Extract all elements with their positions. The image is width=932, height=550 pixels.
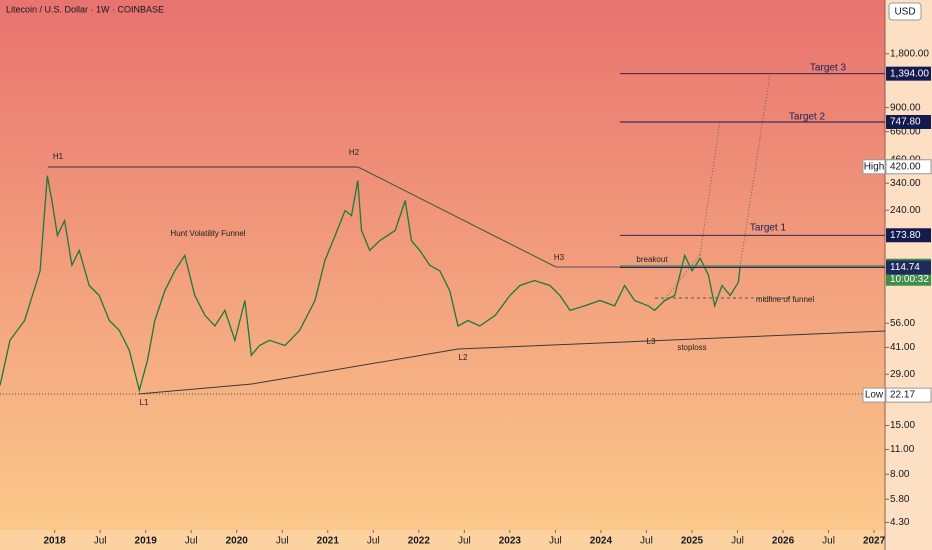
x-tick-label: Jul xyxy=(367,536,380,547)
annotation: H3 xyxy=(554,253,565,262)
trendline xyxy=(137,383,253,395)
y-tick-label: 56.00 xyxy=(890,318,915,329)
price-label: 22.17 xyxy=(890,390,915,401)
annotation: Target 1 xyxy=(750,223,787,234)
annotation: Hunt Volatility Funnel xyxy=(170,229,245,238)
y-tick-label: 900.00 xyxy=(890,102,921,113)
annotation: L3 xyxy=(647,337,656,346)
price-label-box xyxy=(886,66,931,81)
annotation: breakout xyxy=(636,255,668,264)
x-tick-label: Jul xyxy=(276,536,289,547)
price-label-box xyxy=(886,260,931,275)
annotation: H1 xyxy=(53,152,64,161)
y-tick-label: 4.30 xyxy=(890,517,910,528)
x-tick-label: 2018 xyxy=(44,536,67,547)
plot-background xyxy=(0,0,885,530)
y-tick-label: 8.00 xyxy=(890,469,910,480)
x-tick-label: Jul xyxy=(822,536,835,547)
y-tick-label: 340.00 xyxy=(890,178,921,189)
x-tick-label: Jul xyxy=(94,536,107,547)
annotation: midline of funnel xyxy=(756,295,814,304)
x-tick-label: Jul xyxy=(731,536,744,547)
x-tick-label: 2027 xyxy=(863,536,886,547)
price-label: 420.00 xyxy=(890,161,921,172)
time-axis xyxy=(0,530,885,550)
price-label-box xyxy=(886,228,931,243)
y-tick-label: 29.00 xyxy=(890,369,915,380)
x-tick-label: 2024 xyxy=(590,536,613,547)
price-label: 1,394.00 xyxy=(890,68,929,79)
side-label-box xyxy=(862,387,886,403)
y-tick-label: 15.00 xyxy=(890,420,915,431)
trendline xyxy=(739,73,771,268)
x-tick-label: 2023 xyxy=(499,536,522,547)
y-tick-label: 5.80 xyxy=(890,494,910,505)
countdown-box xyxy=(886,272,931,286)
annotation: L1 xyxy=(140,398,149,407)
trendline xyxy=(457,330,886,350)
annotation: L2 xyxy=(459,353,468,362)
x-tick-label: 2026 xyxy=(772,536,795,547)
trendline xyxy=(251,348,459,385)
x-tick-label: 2022 xyxy=(408,536,431,547)
x-tick-label: 2019 xyxy=(135,536,158,547)
price-label-box xyxy=(885,387,932,403)
x-tick-label: Jul xyxy=(640,536,653,547)
y-tick-label: 11.00 xyxy=(890,444,915,455)
price-label-box xyxy=(885,159,932,175)
x-tick-label: 2025 xyxy=(681,536,704,547)
x-tick-label: Jul xyxy=(549,536,562,547)
side-label: High xyxy=(864,161,885,172)
x-tick-label: 2021 xyxy=(317,536,340,547)
price-label: 114.74 xyxy=(890,262,920,273)
price-label-box xyxy=(886,114,931,129)
side-label-box xyxy=(862,159,886,175)
x-tick-label: Jul xyxy=(185,536,198,547)
annotation: Target 2 xyxy=(789,112,826,123)
y-tick-label: 240.00 xyxy=(890,205,921,216)
side-label: Low xyxy=(865,390,884,401)
y-tick-label: 1,800.00 xyxy=(890,48,929,59)
price-label: 173.80 xyxy=(890,230,921,241)
chart-title: Litecoin / U.S. Dollar · 1W · COINBASE xyxy=(6,4,164,14)
annotation: Target 3 xyxy=(810,63,847,74)
x-tick-label: Jul xyxy=(458,536,471,547)
price-line xyxy=(0,175,741,393)
currency-box[interactable] xyxy=(888,2,922,21)
x-tick-label: 2020 xyxy=(226,536,249,547)
countdown: 10:00:32 xyxy=(890,274,929,285)
annotation: stoploss xyxy=(677,343,706,352)
trendline xyxy=(357,166,557,268)
price-label: 747.80 xyxy=(890,117,921,128)
currency: USD xyxy=(894,7,915,18)
y-tick-label: 41.00 xyxy=(890,342,915,353)
annotation: H2 xyxy=(349,148,360,157)
y-tick-label: 660.00 xyxy=(890,126,921,137)
